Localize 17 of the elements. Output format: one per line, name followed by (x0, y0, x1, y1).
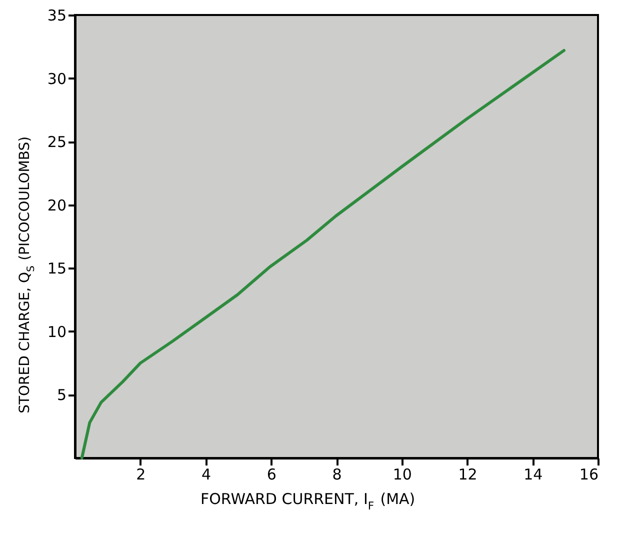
x-tick-label: 2 (136, 466, 146, 484)
y-tick-label: 15 (47, 260, 66, 278)
x-tick-label: 4 (201, 466, 212, 484)
x-tick-label: 16 (579, 466, 598, 484)
y-tick-label: 25 (47, 133, 66, 152)
y-tick-label: 10 (47, 322, 66, 341)
y-axis-title: STORED CHARGE, QS (PICOCOULOMBS) (17, 136, 37, 414)
x-tick-label: 8 (332, 466, 342, 484)
y-tick-label: 20 (47, 196, 66, 214)
x-tick-label: 10 (392, 466, 412, 484)
y-tick-label: 35 (47, 6, 66, 24)
y-tick-label: 30 (47, 70, 66, 88)
line-series (80, 48, 566, 460)
x-tick-label: 14 (524, 466, 543, 484)
x-tick-label: 6 (266, 466, 276, 484)
x-tick-label: 12 (458, 466, 478, 484)
y-tick-label: 5 (56, 386, 66, 404)
